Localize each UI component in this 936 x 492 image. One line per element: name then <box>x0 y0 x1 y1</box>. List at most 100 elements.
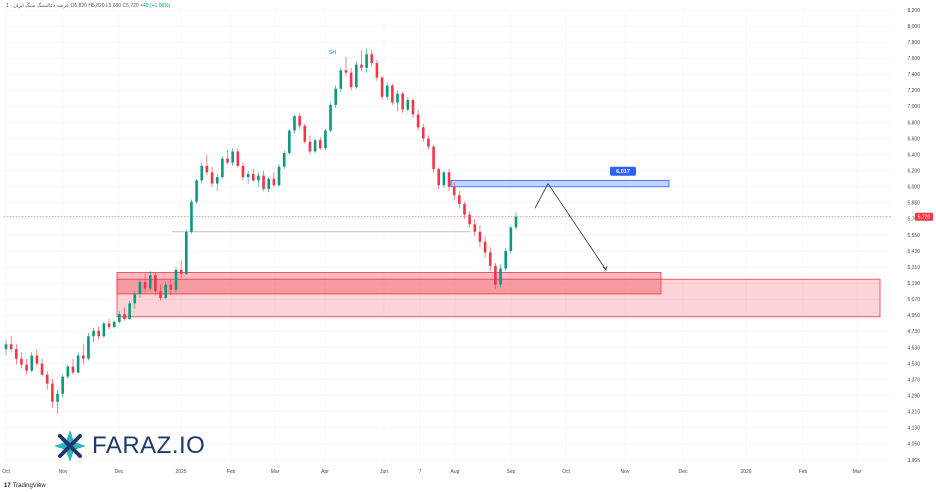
candle-body <box>71 366 75 373</box>
candle-body <box>195 180 198 202</box>
red-zone-lower-rect <box>116 278 881 318</box>
candle-body <box>87 336 90 359</box>
candle-body <box>20 358 23 365</box>
candle-body <box>293 116 296 131</box>
y-tick-label: 5,070 <box>907 297 920 303</box>
candle-body <box>375 63 379 78</box>
candle-body <box>499 268 502 285</box>
faraz-logo-text: FARAZ.IO <box>92 432 206 459</box>
symbol-header: عرضه ذغالسنگ سنگ ایران · 1 O5,820 H5,820… <box>6 3 170 9</box>
candle-body <box>385 85 389 97</box>
faraz-logo-icon <box>54 430 86 462</box>
tradingview-icon: 17 <box>4 483 11 489</box>
projection-line <box>534 182 607 271</box>
candle-body <box>308 141 312 152</box>
candle-body <box>30 355 34 371</box>
candle-body <box>25 364 28 371</box>
candle-body <box>241 165 245 178</box>
candle-body <box>66 366 70 377</box>
candle-body <box>200 165 204 181</box>
x-tick-label: 2026 <box>740 469 751 475</box>
current-price-bg <box>915 212 933 221</box>
candle-body <box>133 293 137 304</box>
candle-body <box>190 201 193 232</box>
y-tick-label: 4,130 <box>907 426 920 432</box>
x-tick-label: 2025 <box>175 469 186 475</box>
candles <box>4 48 518 414</box>
candle-body <box>463 203 466 215</box>
y-tick-label: 6,600 <box>907 136 920 142</box>
candle-body <box>210 172 214 184</box>
candle-body <box>339 70 343 89</box>
tradingview-watermark: 17 TradingView <box>4 483 46 489</box>
candle-body <box>344 70 348 73</box>
candle-body <box>416 114 420 128</box>
candle-body <box>329 104 332 131</box>
y-tick-label: 5,430 <box>907 249 920 255</box>
candle-body <box>442 172 446 186</box>
candle-body <box>262 175 265 189</box>
red-zone-lower <box>116 278 881 318</box>
candle-body <box>452 186 456 196</box>
candle-body <box>324 130 327 149</box>
candle-body <box>370 54 374 64</box>
price-axis[interactable]: 8,200 8,000 7,800 7,600 7,400 7,200 7,000 6,800… <box>907 8 920 464</box>
y-tick-label: 4,050 <box>907 442 920 448</box>
x-tick-label: Oct <box>562 469 570 475</box>
candle-body <box>9 344 13 350</box>
candle-body <box>406 100 410 110</box>
x-tick-label: Dec <box>115 469 124 475</box>
y-tick-label: 6,400 <box>907 152 920 158</box>
current-price-tag: 5,720 <box>915 212 933 221</box>
candle-body <box>51 383 54 402</box>
candle-body <box>35 355 39 364</box>
x-tick-label: Aug <box>451 469 460 475</box>
target-label-tag: 6,017 <box>610 166 636 176</box>
y-tick-label: 6,800 <box>907 120 920 126</box>
y-tick-label: 5,550 <box>907 233 920 239</box>
candle-body <box>236 151 240 166</box>
symbol-name: عرضه ذغالسنگ سنگ ایران · 1 <box>6 3 70 9</box>
current-price-text: 5,720 <box>918 215 931 221</box>
y-tick-label: 7,800 <box>907 40 920 46</box>
y-tick-label: 3,965 <box>907 458 920 464</box>
candle-body <box>231 151 234 163</box>
time-axis[interactable]: Oct Nov Dec 2025 Feb Mar Apr Jun 7 Aug Sep Oct Nov De… <box>2 469 862 475</box>
red-zone-upper <box>116 272 662 295</box>
candle-body <box>298 116 301 126</box>
candle-body <box>288 130 291 154</box>
candle-body <box>473 224 477 232</box>
candle-body <box>179 269 183 274</box>
y-tick-label: 6,200 <box>907 169 920 175</box>
candle-body <box>143 281 147 289</box>
candle-body <box>164 284 167 298</box>
y-tick-label: 7,000 <box>907 104 920 110</box>
candle-body <box>365 54 368 68</box>
candle-body <box>483 241 487 253</box>
candle-body <box>282 153 286 167</box>
target-label-bg <box>610 166 636 176</box>
y-tick-label: 4,290 <box>907 394 920 400</box>
blue-zone <box>450 179 670 188</box>
candle-body <box>360 64 363 68</box>
projection-arrowhead <box>602 265 608 271</box>
candle-body <box>148 275 152 289</box>
candle-body <box>494 265 497 285</box>
candle-body <box>185 231 188 274</box>
candle-body <box>303 125 307 142</box>
candle-body <box>61 376 64 394</box>
red-zone-upper-rect <box>116 272 662 295</box>
candle-body <box>509 227 513 252</box>
candle-body <box>504 251 507 269</box>
candle-body <box>468 214 471 225</box>
candle-body <box>391 85 394 103</box>
candle-body <box>396 93 399 103</box>
candle-body <box>4 344 8 350</box>
candle-body <box>174 269 178 290</box>
y-tick-label: 7,400 <box>907 72 920 78</box>
candle-body <box>246 173 250 178</box>
candle-body <box>118 314 121 322</box>
y-tick-label: 5,850 <box>907 201 920 207</box>
candle-body <box>205 165 209 173</box>
